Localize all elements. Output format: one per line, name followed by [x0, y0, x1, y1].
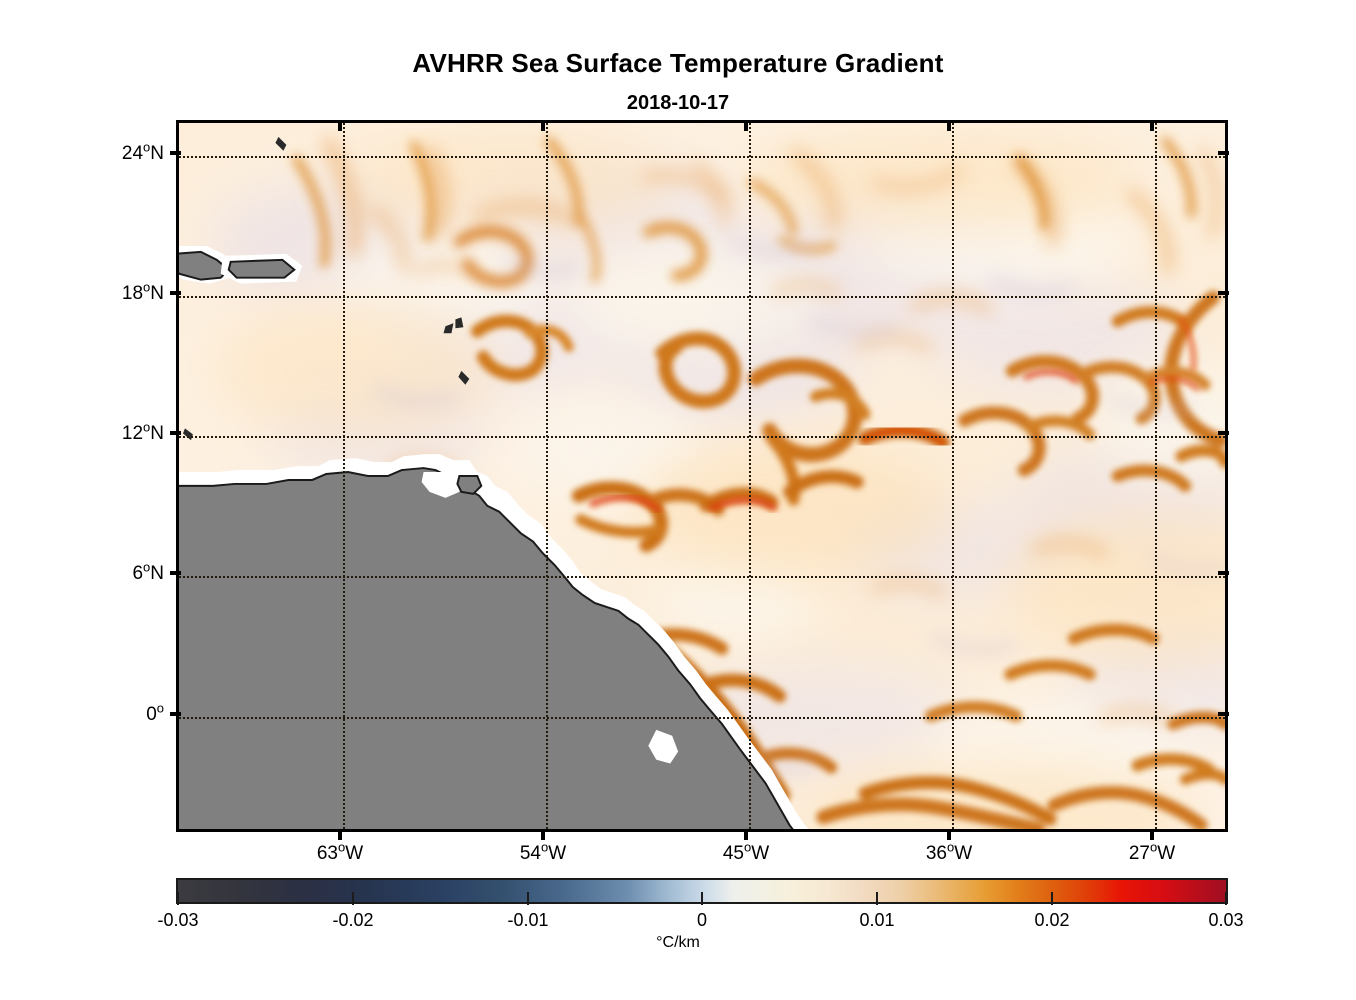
ytick-label-12n: 12oN [121, 419, 164, 444]
map-raster-container [179, 123, 1225, 829]
xtick-top-36w [947, 120, 951, 131]
amazon-mouth-water [648, 729, 679, 764]
cbtick-label-6: 0.03 [1208, 910, 1244, 930]
cbtick-2 [527, 892, 529, 905]
xtick-63w [338, 829, 342, 840]
puerto-rico-landmass [227, 258, 296, 279]
xtick-27w [1150, 829, 1154, 840]
cbtick-label-1: -0.02 [332, 910, 374, 930]
ytick-right-18n [1218, 291, 1229, 295]
south-america-landmass [179, 467, 794, 829]
cbtick-label-5: 0.02 [1034, 910, 1070, 930]
hispaniola-landmass [179, 250, 231, 281]
map-axes[interactable] [176, 120, 1228, 832]
colorbar-unit-label: °C/km [656, 934, 700, 951]
ytick-12n [170, 431, 181, 435]
ytick-label-24n: 24oN [121, 139, 164, 164]
trinidad-island [456, 475, 483, 495]
xtick-top-27w [1150, 120, 1154, 131]
chart-title: AVHRR Sea Surface Temperature Gradient [412, 48, 944, 78]
cbtick-0 [177, 892, 179, 905]
xtick-label-54w: 54oW [519, 839, 567, 864]
ytick-24n [170, 151, 181, 155]
ytick-right-0 [1218, 712, 1229, 716]
ytick-label-0: 0o [146, 700, 164, 725]
xtick-45w [744, 829, 748, 840]
xtick-top-45w [744, 120, 748, 131]
lesser-antilles-islands [182, 136, 470, 441]
xtick-top-63w [338, 120, 342, 131]
ytick-right-24n [1218, 151, 1229, 155]
ytick-18n [170, 291, 181, 295]
cbtick-5 [1051, 892, 1053, 905]
ytick-label-18n: 18oN [121, 279, 164, 304]
cbtick-label-4: 0.01 [859, 910, 895, 930]
ytick-right-6n [1218, 571, 1229, 575]
xtick-label-45w: 45oW [722, 839, 770, 864]
xtick-54w [541, 829, 545, 840]
cbtick-6 [1225, 892, 1227, 905]
cbtick-1 [352, 892, 354, 905]
ytick-6n [170, 571, 181, 575]
ytick-label-6n: 6oN [132, 559, 164, 584]
cbtick-label-2: -0.01 [507, 910, 549, 930]
xtick-label-27w: 27oW [1128, 839, 1176, 864]
xtick-top-54w [541, 120, 545, 131]
xtick-36w [947, 829, 951, 840]
sst-gradient-raster [179, 123, 1225, 829]
xtick-label-36w: 36oW [925, 839, 973, 864]
chart-subtitle: 2018-10-17 [626, 92, 730, 114]
xtick-label-63w: 63oW [316, 839, 364, 864]
cbtick-3 [701, 892, 703, 905]
cbtick-4 [876, 892, 878, 905]
ytick-right-12n [1218, 431, 1229, 435]
gulf-of-paria-water [421, 472, 464, 498]
ytick-0 [170, 712, 181, 716]
cbtick-label-0: -0.03 [157, 910, 199, 930]
cbtick-label-3: 0 [696, 910, 707, 930]
